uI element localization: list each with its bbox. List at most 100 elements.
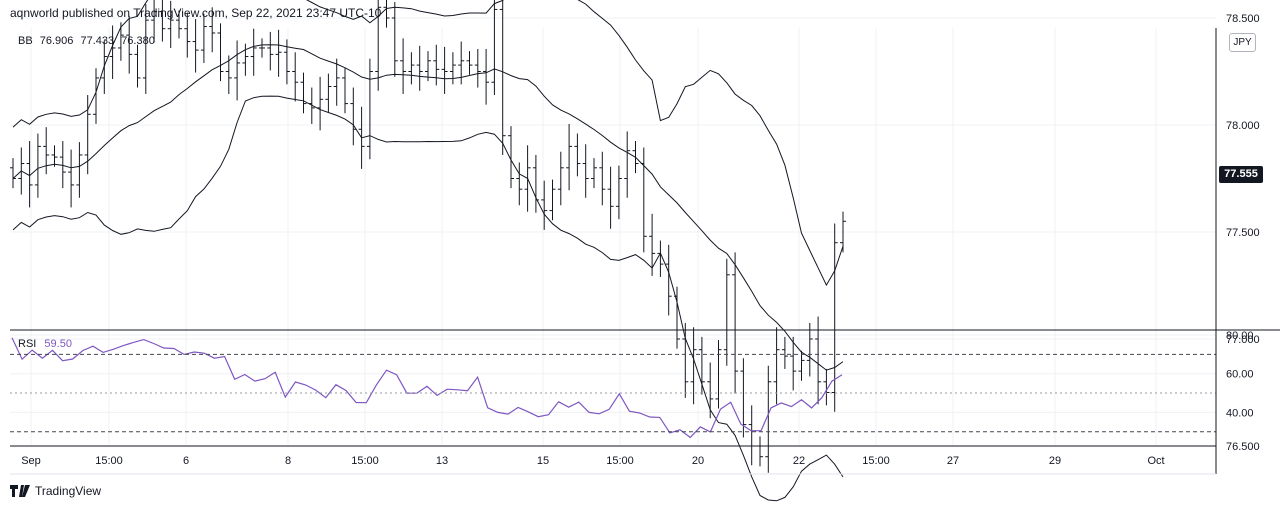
ohlc-bar (508, 126, 514, 189)
ohlc-bar (342, 68, 348, 114)
x-tick-label: 6 (183, 455, 189, 467)
ohlc-bar (516, 162, 523, 206)
ohlc-bar (732, 252, 739, 394)
ohlc-bar (524, 145, 531, 212)
ohlc-bar (458, 41, 465, 85)
x-tick-label: Sep (21, 455, 41, 467)
ohlc-bar (225, 55, 232, 94)
ohlc-bar (715, 340, 722, 409)
ohlc-bar (259, 38, 265, 58)
ohlc-bar (59, 141, 66, 189)
ohlc-bar (781, 336, 788, 369)
ohlc-bar (707, 362, 714, 419)
ohlc-bar (690, 327, 697, 405)
ohlc-bar (574, 133, 581, 177)
bb-legend-lower: 76.380 (121, 35, 155, 47)
bb-legend-basis: 76.906 (39, 35, 74, 47)
ohlc-bar (283, 39, 290, 85)
ohlc-bar (649, 213, 656, 276)
ohlc-bar (234, 40, 241, 101)
ohlc-bar (499, 0, 506, 155)
ohlc-bar (242, 43, 249, 76)
ohlc-bar (308, 87, 315, 124)
ohlc-bar (591, 158, 597, 189)
ohlc-bar (607, 166, 614, 229)
ohlc-bar (51, 145, 58, 167)
x-tick-label: 27 (947, 455, 959, 467)
last-price-label: 77.555 (1219, 166, 1263, 183)
x-tick-label: 15:00 (351, 455, 379, 467)
footer: TradingView (10, 484, 101, 498)
x-tick-label: 13 (436, 455, 448, 467)
ohlc-bar (267, 31, 274, 71)
x-tick-label: 15 (537, 455, 549, 467)
y-tick-label: 76.500 (1226, 441, 1260, 453)
currency-button[interactable]: JPY (1229, 33, 1256, 52)
x-tick-label: 15:00 (862, 455, 890, 467)
rsi-tick-label: 80.00 (1226, 330, 1254, 342)
ohlc-bar (317, 76, 324, 131)
ohlc-bar (474, 49, 481, 88)
ohlc-bar (43, 127, 50, 175)
ohlc-bar (765, 365, 772, 473)
ohlc-bar (76, 142, 83, 198)
ohlc-bar (292, 52, 299, 102)
rsi-legend-name: RSI (18, 338, 37, 350)
y-tick-label: 78.000 (1226, 120, 1260, 132)
ohlc-bar (134, 44, 141, 88)
footer-brand: TradingView (35, 484, 102, 498)
ohlc-bar (599, 151, 606, 206)
bb-lower-band (12, 95, 844, 502)
ohlc-bar (375, 0, 382, 91)
ohlc-bar (117, 22, 124, 61)
ohlc-bar (748, 405, 755, 466)
ohlc-bar (34, 133, 41, 198)
rsi-line (11, 337, 843, 439)
ohlc-bar (831, 223, 838, 412)
ohlc-bar (358, 106, 365, 169)
ohlc-bar (383, 0, 390, 28)
ohlc-bar (549, 179, 556, 221)
x-tick-label: 29 (1049, 455, 1061, 467)
x-tick-label: 20 (692, 455, 704, 467)
rsi-tick-label: 40.00 (1226, 407, 1254, 419)
x-tick-label: Oct (1147, 455, 1164, 467)
ohlc-bar (142, 4, 149, 94)
ohlc-bar (566, 123, 573, 191)
ohlc-bar (159, 0, 166, 42)
ohlc-bar (491, 0, 498, 96)
x-tick-label: 8 (285, 455, 291, 467)
ohlc-bar (68, 149, 75, 208)
bb-basis-line (12, 44, 844, 371)
ohlc-bar (176, 10, 182, 39)
rsi-plot (11, 337, 843, 439)
ohlc-bar (126, 15, 133, 74)
ohlc-bar (84, 95, 91, 175)
ohlc-bar (408, 52, 415, 85)
ohlc-bar (532, 154, 539, 213)
ohlc-bar (815, 316, 822, 405)
x-tick-label: 15:00 (606, 455, 634, 467)
ohlc-bar (433, 44, 440, 86)
ohlc-bar (757, 436, 763, 467)
ohlc-bar (275, 29, 282, 77)
rsi-legend-value: 59.50 (44, 338, 72, 350)
ohlc-bar (624, 131, 631, 198)
ohlc-bar (400, 38, 407, 94)
tradingview-logo-icon (10, 485, 30, 497)
ohlc-bar (806, 322, 813, 377)
grid-lines (10, 17, 1216, 447)
ohlc-bar (416, 45, 423, 91)
ohlc-bar (192, 19, 199, 73)
ohlc-bar (167, 0, 174, 48)
ohlc-bar (200, 13, 207, 63)
bb-legend: BB 76.906 77.433 76.380 (18, 35, 159, 47)
ohlc-bar (582, 144, 589, 198)
price-bars (10, 0, 846, 473)
bb-legend-name: BB (18, 35, 33, 47)
ohlc-bar (26, 141, 33, 208)
ohlc-bar (151, 0, 158, 43)
ohlc-bar (449, 52, 456, 85)
ohlc-bar (674, 286, 680, 349)
